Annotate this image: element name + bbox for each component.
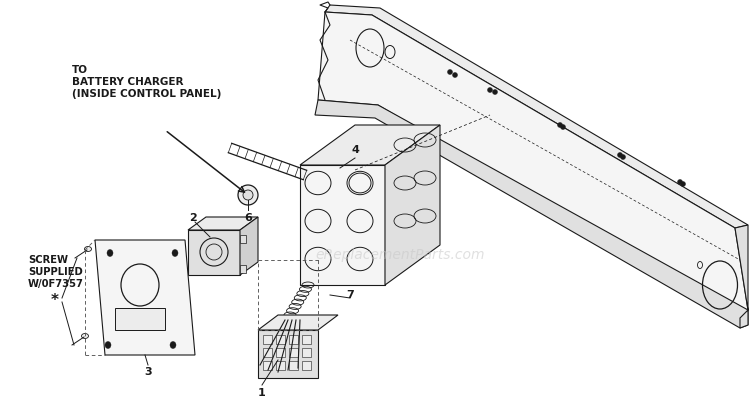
Polygon shape [95,240,195,355]
Polygon shape [258,315,338,330]
Ellipse shape [82,333,88,339]
Ellipse shape [105,342,111,348]
Text: 2: 2 [189,213,196,223]
Polygon shape [188,230,240,275]
Bar [240,235,246,243]
Ellipse shape [452,72,458,77]
Ellipse shape [243,190,253,200]
Polygon shape [188,217,258,230]
Polygon shape [300,125,440,165]
Polygon shape [325,5,748,228]
Text: 1: 1 [258,388,266,398]
Bar [302,335,311,344]
Polygon shape [318,12,748,318]
Polygon shape [258,330,318,378]
Bar [276,361,285,370]
Bar [289,335,298,344]
Text: TO
BATTERY CHARGER
(INSIDE CONTROL PANEL): TO BATTERY CHARGER (INSIDE CONTROL PANEL… [72,65,221,99]
Polygon shape [735,225,748,328]
Bar [289,361,298,370]
Bar [115,308,165,330]
Text: *: * [51,292,59,308]
Bar [289,348,298,357]
Ellipse shape [85,247,92,252]
Polygon shape [315,100,748,328]
Polygon shape [300,165,385,285]
Text: 3: 3 [144,367,152,377]
Ellipse shape [107,249,113,256]
Ellipse shape [488,88,493,92]
Bar [276,348,285,357]
Ellipse shape [238,185,258,205]
Bar [263,348,272,357]
Ellipse shape [620,155,626,160]
Bar [240,265,246,273]
Polygon shape [240,217,258,275]
Bar [302,361,311,370]
Text: 4: 4 [351,145,359,155]
Ellipse shape [677,180,682,184]
Bar [263,335,272,344]
Text: SCREW
SUPPLIED
W/0F7357: SCREW SUPPLIED W/0F7357 [28,255,84,289]
Ellipse shape [493,90,497,94]
Bar [263,361,272,370]
Ellipse shape [680,182,686,187]
Ellipse shape [557,123,562,128]
Text: 7: 7 [346,290,354,300]
Polygon shape [385,125,440,285]
Ellipse shape [170,342,176,348]
Text: eReplacementParts.com: eReplacementParts.com [315,248,484,262]
Bar [276,335,285,344]
Ellipse shape [172,249,178,256]
Text: 6: 6 [244,213,252,223]
Ellipse shape [448,70,452,74]
Ellipse shape [617,153,622,157]
Ellipse shape [560,124,566,130]
Bar [302,348,311,357]
